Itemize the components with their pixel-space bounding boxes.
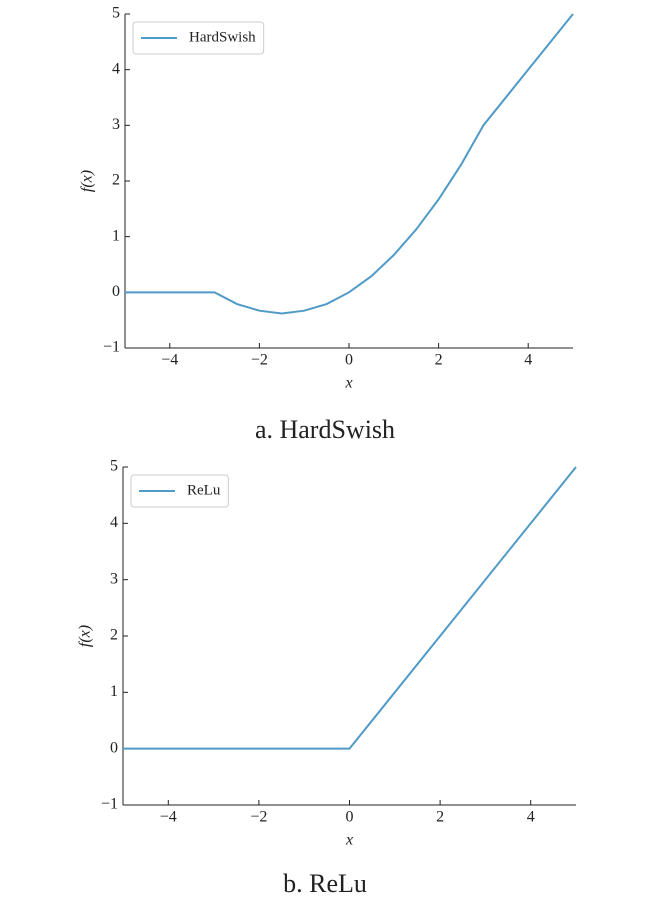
legend-box [132,21,265,55]
x-tick-label: −2 [250,809,267,826]
y-tick-label: 0 [110,739,118,756]
x-tick-label: 0 [346,809,354,826]
y-tick-label: 2 [112,172,120,189]
x-tick-label: 0 [345,352,353,369]
y-tick-label: 4 [112,60,120,77]
y-tick-label: 1 [110,683,118,700]
x-tick-label: −2 [251,352,268,369]
y-axis-label: f(x) [79,170,96,192]
y-tick-label: 5 [112,5,120,22]
x-tick-label: 2 [436,809,444,826]
y-tick-label: 5 [110,458,118,475]
x-tick-label: 2 [435,352,443,369]
y-tick-label: 4 [110,514,118,531]
y-tick-label: 3 [112,116,120,133]
caption: b. ReLu [283,869,367,898]
y-tick-label: 0 [112,283,120,300]
legend-label: ReLu [187,482,221,498]
line [123,466,577,750]
line [125,13,574,315]
legend-label: HardSwish [189,29,256,45]
legend-box [130,474,229,508]
x-axis-label: x [344,375,352,392]
x-tick-label: −4 [161,352,178,369]
x-tick-label: 4 [527,809,535,826]
x-tick-label: −4 [160,809,177,826]
y-tick-label: 3 [110,570,118,587]
y-tick-label: −1 [103,339,120,356]
y-tick-label: −1 [101,796,118,813]
y-tick-label: 1 [112,227,120,244]
caption: a. HardSwish [255,415,395,444]
x-tick-label: 4 [524,352,532,369]
y-tick-label: 2 [110,627,118,644]
x-axis-label: x [345,832,353,849]
y-axis-label: f(x) [77,625,94,647]
